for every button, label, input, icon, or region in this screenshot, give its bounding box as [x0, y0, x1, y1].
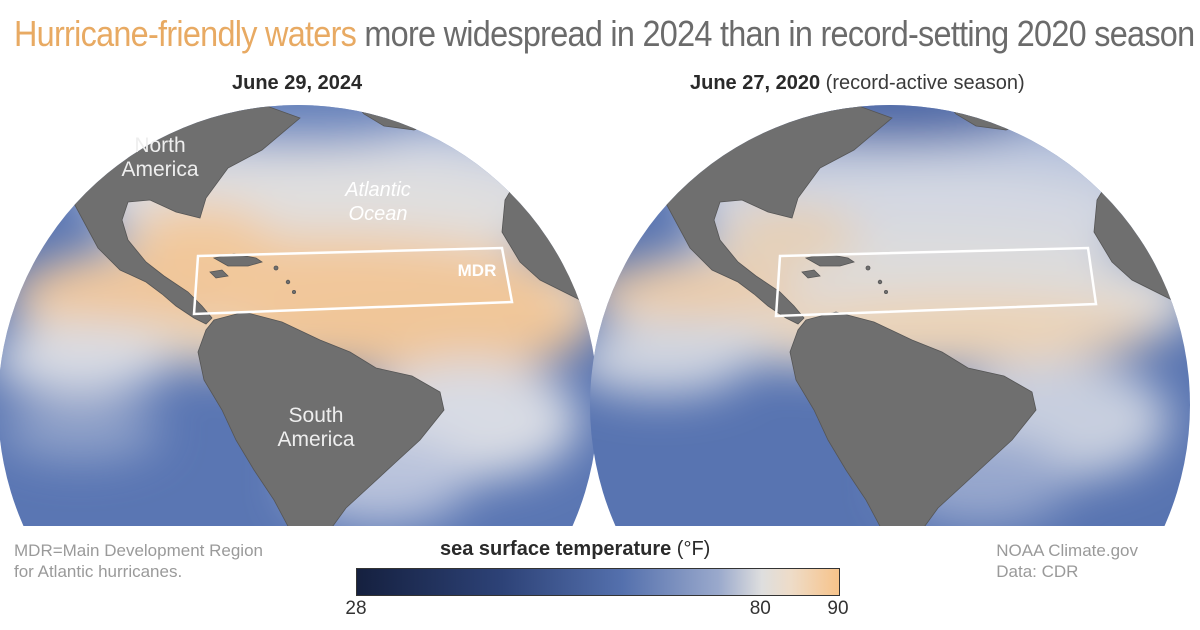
legend-title: sea surface temperature (°F)	[440, 538, 710, 561]
credits-line-2: Data: CDR	[996, 562, 1079, 581]
legend-title-unit: (°F)	[676, 538, 711, 560]
right-map-date-text: June 27, 2020	[690, 72, 821, 94]
label-north-america-2: America	[121, 158, 198, 181]
legend-title-bold: sea surface temperature	[440, 538, 672, 560]
label-south-america-1: South	[289, 404, 344, 427]
mdr-footnote: MDR=Main Development Region for Atlantic…	[14, 540, 263, 582]
right-mdr-box	[774, 246, 1098, 318]
label-atlantic-1: Atlantic	[344, 179, 411, 201]
label-atlantic-2: Ocean	[349, 203, 408, 225]
headline-highlight: Hurricane-friendly waters	[14, 13, 357, 54]
legend-tick-min: 28	[345, 598, 367, 619]
label-north-america-1: North	[134, 134, 185, 157]
legend-color-bar	[356, 568, 840, 596]
headline: Hurricane-friendly waters more widesprea…	[14, 10, 1195, 58]
left-mdr-box	[192, 246, 514, 316]
credits-line-1: NOAA Climate.gov	[996, 541, 1138, 560]
left-map-date: June 29, 2024	[232, 72, 362, 95]
legend-tick-max: 90	[827, 598, 849, 619]
right-globe	[590, 105, 1190, 526]
credits: NOAA Climate.gov Data: CDR	[996, 540, 1138, 582]
footnote-line-1: MDR=Main Development Region	[14, 541, 263, 560]
label-mdr: MDR	[458, 261, 497, 280]
left-globe	[0, 105, 598, 526]
legend-tick-threshold: 80	[749, 598, 771, 619]
footnote-line-2: for Atlantic hurricanes.	[14, 562, 183, 581]
headline-rest: more widespread in 2024 than in record-s…	[356, 13, 1195, 54]
left-map-date-text: June 29, 2024	[232, 72, 363, 94]
right-map-note: (record-active season)	[825, 72, 1025, 94]
right-map-date: June 27, 2020 (record-active season)	[690, 72, 1025, 95]
label-south-america-2: America	[277, 428, 354, 451]
